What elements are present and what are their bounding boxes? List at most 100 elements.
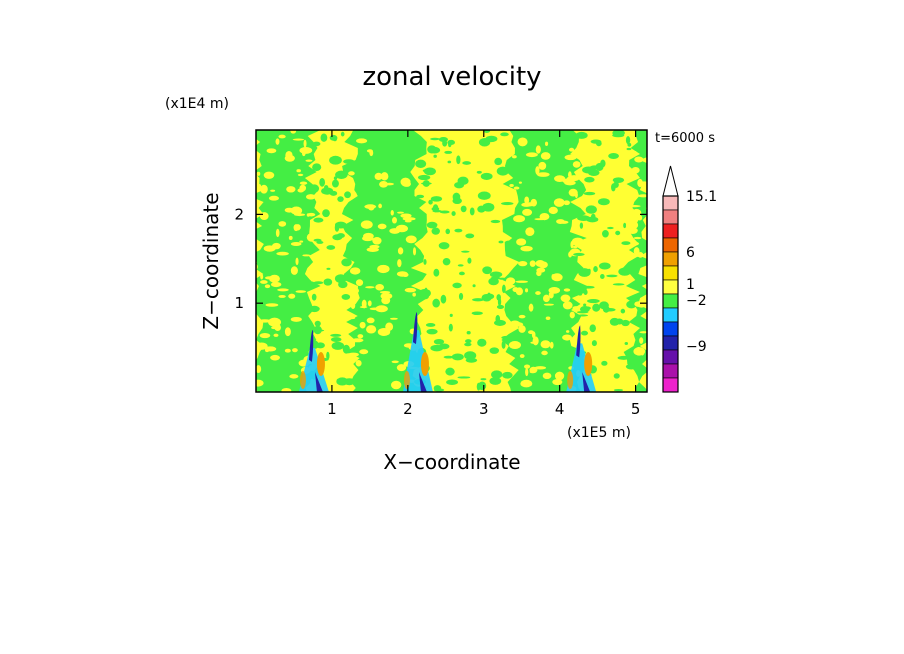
field-speckle [498,277,507,280]
field-speckle [579,222,584,229]
field-speckle [330,333,342,337]
field-speckle [562,334,573,341]
field-speckle [439,210,450,214]
field-speckle [542,372,552,380]
field-speckle [355,138,368,144]
colorbar: 15.1 6 1−2 −9 [662,165,717,393]
field-speckle [613,373,620,379]
field-speckle [256,365,262,374]
x-tick-label: 1 [327,400,337,418]
field-speckle [608,152,619,159]
colorbar-label: −2 [686,293,707,309]
field-speckle [313,217,324,223]
field-speckle [426,221,438,229]
field-speckle [360,220,373,229]
field-speckle [271,326,278,330]
field-speckle [288,235,293,241]
field-speckle [599,262,611,270]
field-speckle [362,235,374,242]
field-speckle [355,359,362,367]
field-speckle [457,176,469,185]
wave-dark-blue [576,325,581,358]
field-speckle [485,293,495,300]
field-speckle [612,283,625,286]
field-speckle [295,257,299,266]
field-speckle [268,195,279,201]
field-speckle [290,130,297,134]
field-speckle [299,181,308,185]
field-speckle [602,230,609,238]
field-speckle [426,328,438,335]
field-speckle [473,311,478,315]
field-speckle [512,287,519,293]
field-speckle [433,154,437,158]
field-speckle [266,148,277,154]
field-speckle [365,286,375,289]
wave-orange-low [299,371,306,389]
colorbar-swatch [662,223,679,239]
field-speckle [602,305,610,313]
field-speckle [290,266,298,275]
field-speckle [626,300,637,309]
field-speckle [637,194,647,198]
time-label: t=6000 s [655,131,715,146]
field-speckle [623,222,627,229]
field-speckle [333,176,338,181]
wave-orange [316,352,325,376]
field-speckle [583,303,587,307]
field-speckle [374,172,383,181]
field-speckle [425,323,436,327]
field-speckle [395,224,409,233]
field-speckle [326,267,331,270]
field-speckle [423,259,427,265]
x-tick-label: 5 [631,400,641,418]
field-speckle [452,282,462,289]
field-speckle [378,203,382,209]
field-speckle [569,311,575,319]
field-speckle [349,316,356,320]
field-speckle [396,364,407,372]
field-speckle [593,266,598,273]
field-speckle [613,181,619,188]
field-speckle [548,286,561,294]
field-speckle [263,171,275,179]
field-speckle [286,186,296,193]
field-speckle [284,348,291,353]
field-speckle [418,288,431,298]
wave-orange-low [403,371,410,389]
field-speckle [568,251,573,258]
wave-feature-3 [566,325,597,392]
field-speckle [264,284,271,289]
heatmap-field [256,130,647,392]
field-speckle [438,242,450,250]
field-speckle [640,349,645,356]
y-tick-label: 2 [234,205,244,223]
field-speckle [520,379,533,388]
field-speckle [278,221,287,227]
field-speckle [326,351,330,360]
field-speckle [303,139,307,148]
x-tick-label: 3 [479,400,489,418]
field-speckle [509,184,514,187]
wave-dark-blue-low [582,372,591,392]
field-speckle [562,301,573,310]
field-speckle [270,189,276,192]
field-speckle [540,152,551,160]
field-speckle [430,196,443,202]
field-speckle [295,290,307,293]
field-speckle [263,245,276,252]
field-speckle [496,304,505,309]
field-speckle [597,198,610,206]
field-speckle [428,199,433,205]
field-speckle [522,208,533,216]
field-speckle [607,226,614,230]
field-speckle [501,284,506,294]
field-speckle [260,273,264,280]
field-speckle [433,338,445,345]
field-speckle [636,300,647,308]
field-speckle [577,314,589,317]
colorbar-frame [662,195,679,393]
y-axis-label: Z−coordinate [199,192,223,329]
field-speckle [278,134,286,139]
wave-feature-1 [298,329,329,392]
